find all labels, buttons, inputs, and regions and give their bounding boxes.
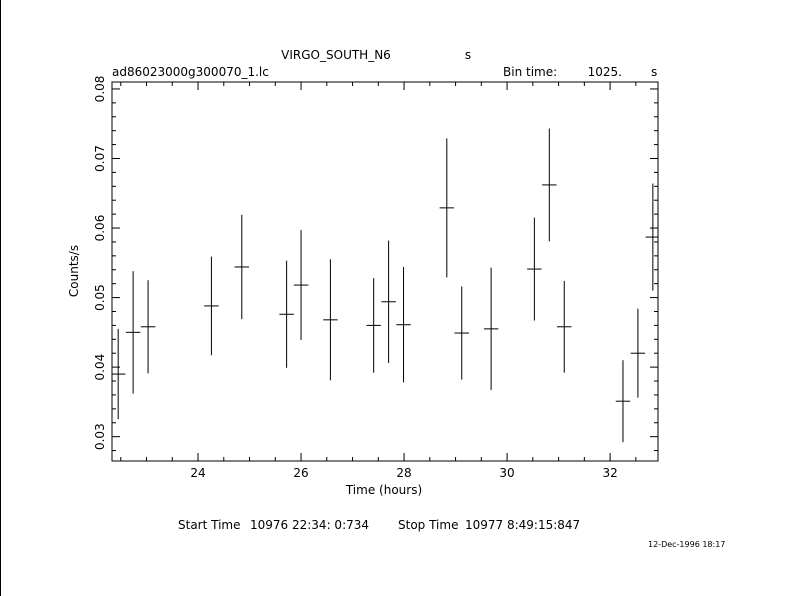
data-point: [234, 214, 250, 320]
data-point: [630, 308, 646, 398]
chart-title: VIRGO_SOUTH_N6: [281, 48, 391, 62]
y-axis-label: Counts/s: [67, 245, 81, 297]
data-point: [125, 271, 141, 394]
y-tick-label: 0.03: [93, 423, 107, 450]
y-tick-label: 0.06: [93, 215, 107, 242]
data-points: [112, 128, 658, 443]
bin-time-label: Bin time:: [503, 65, 557, 79]
stop-time-label: Stop Time: [398, 518, 458, 532]
data-point: [527, 217, 542, 321]
x-tick-label: 32: [602, 466, 617, 480]
data-point: [439, 138, 455, 278]
data-point: [454, 286, 469, 380]
data-point: [542, 128, 557, 242]
y-tick-label: 0.04: [93, 354, 107, 381]
x-tick-label: 28: [396, 466, 411, 480]
data-point: [140, 280, 156, 374]
y-tick-label: 0.07: [93, 145, 107, 172]
y-tick-label: 0.05: [93, 284, 107, 311]
data-point: [557, 280, 572, 373]
data-point: [483, 267, 499, 391]
start-time-value: 10976 22:34: 0:734: [250, 518, 369, 532]
chart-title-suffix: s: [465, 48, 471, 62]
data-point: [112, 328, 126, 420]
bin-time-unit: s: [651, 65, 657, 79]
data-point: [366, 278, 381, 373]
data-point: [381, 240, 396, 363]
x-tick-label: 30: [499, 466, 514, 480]
x-axis-label: Time (hours): [345, 483, 422, 497]
data-point: [645, 183, 658, 291]
x-tick-label: 24: [190, 466, 205, 480]
y-tick-label: 0.08: [93, 76, 107, 103]
plot-frame: [111, 81, 659, 462]
data-point: [323, 259, 338, 381]
data-point: [615, 360, 631, 443]
file-name: ad86023000g300070_1.lc: [112, 65, 269, 79]
data-point: [293, 230, 309, 340]
stop-time-value: 10977 8:49:15:847: [465, 518, 580, 532]
x-tick-label: 26: [293, 466, 308, 480]
data-point: [279, 260, 294, 368]
data-point: [204, 256, 219, 356]
start-time-label: Start Time: [178, 518, 241, 532]
date-stamp: 12-Dec-1996 18:17: [648, 540, 725, 549]
axes: 24 26 28 30 32 0.03 0.04 0.05 0.06 0.07 0.08: [93, 76, 658, 480]
bin-time-value: 1025.: [588, 65, 622, 79]
data-point: [396, 266, 411, 383]
